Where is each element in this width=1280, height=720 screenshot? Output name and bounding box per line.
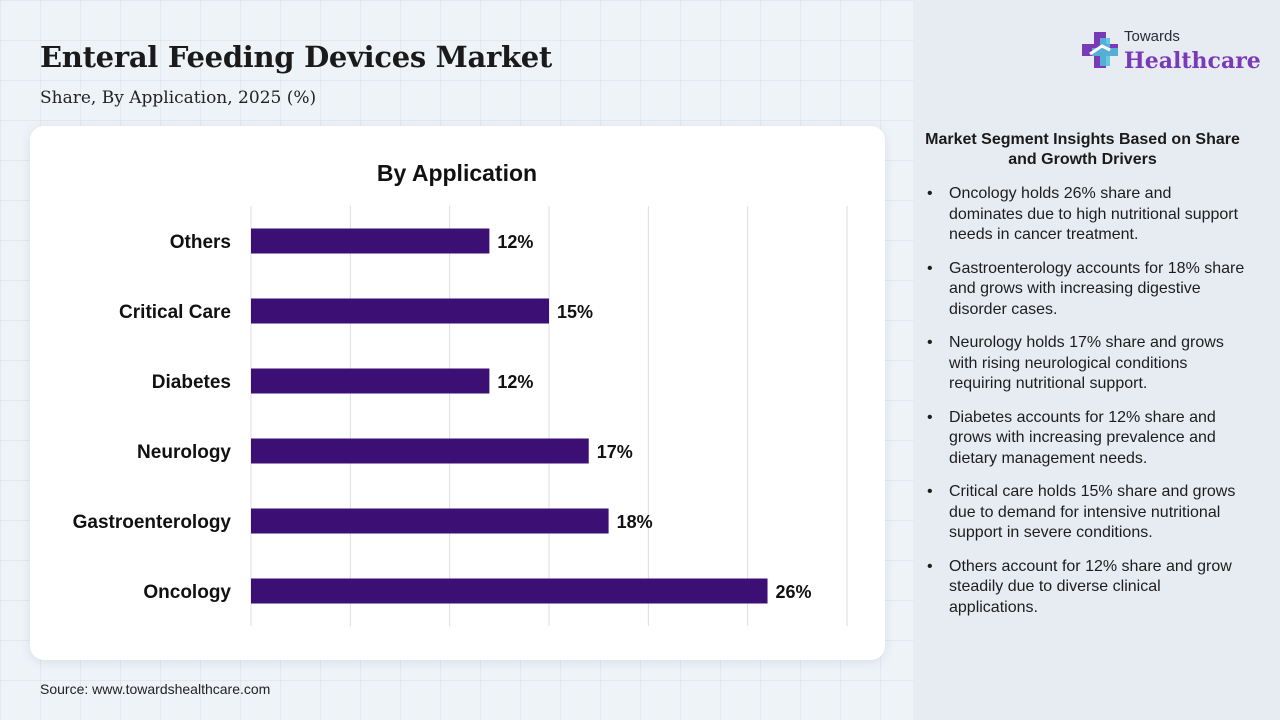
logo-text-healthcare: Healthcare [1124, 48, 1261, 74]
bar-gastroenterology [251, 508, 609, 534]
logo-text-towards: Towards [1124, 28, 1180, 45]
category-label: Neurology [137, 442, 231, 463]
medical-cross-icon [1082, 32, 1118, 68]
brand-logo: Towards Healthcare [1080, 26, 1261, 80]
category-label: Critical Care [119, 302, 231, 323]
insights-title: Market Segment Insights Based on Share a… [925, 131, 1240, 168]
insight-item: Critical care holds 15% share and grows … [925, 482, 1245, 544]
page-subtitle: Share, By Application, 2025 (%) [40, 88, 317, 108]
category-label: Diabetes [152, 372, 231, 393]
data-label: 18% [617, 512, 653, 532]
insight-item: Oncology holds 26% share and dominates d… [925, 184, 1245, 246]
chart-card: By Application Others 12% Critical Care 15% D… [30, 126, 885, 660]
data-label: 12% [497, 372, 533, 392]
insight-item: Others account for 12% share and grow st… [925, 557, 1245, 619]
insight-item: Gastroenterology accounts for 18% share … [925, 259, 1245, 321]
insight-item: Diabetes accounts for 12% share and grow… [925, 408, 1245, 470]
bar-oncology [251, 578, 768, 604]
page-title: Enteral Feeding Devices Market [40, 40, 552, 74]
category-label: Oncology [143, 582, 231, 603]
bar-diabetes [251, 368, 490, 394]
bar-critical-care [251, 298, 549, 324]
insight-item: Neurology holds 17% share and grows with… [925, 333, 1245, 395]
category-label: Others [170, 232, 231, 253]
bar-chart: By Application Others 12% Critical Care 15% D… [73, 160, 848, 626]
data-label: 17% [597, 442, 633, 462]
insights-list: Oncology holds 26% share and dominates d… [925, 184, 1245, 631]
chart-title: By Application [377, 160, 537, 186]
data-label: 15% [557, 302, 593, 322]
source-note: Source: www.towardshealthcare.com [40, 681, 271, 697]
bar-others [251, 228, 490, 254]
category-label: Gastroenterology [73, 512, 232, 533]
bar-neurology [251, 438, 589, 464]
data-label: 26% [776, 582, 812, 602]
data-label: 12% [497, 232, 533, 252]
